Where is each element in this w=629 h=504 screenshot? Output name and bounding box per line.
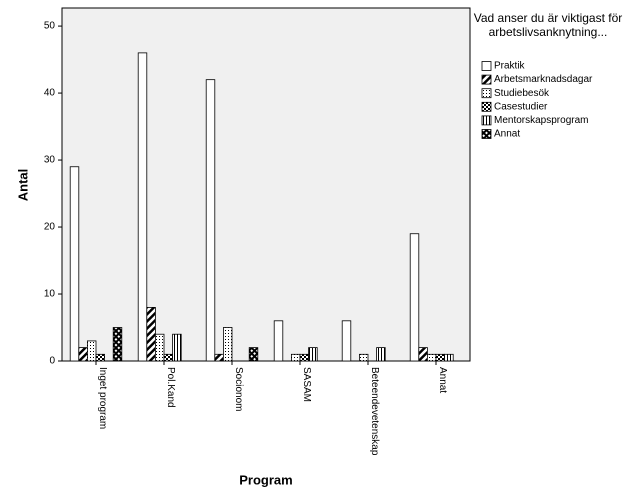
bar xyxy=(146,307,156,362)
y-axis-title: Antal xyxy=(15,169,30,202)
x-tick-label: Inget program xyxy=(97,367,108,429)
plot-area xyxy=(61,7,471,362)
bar xyxy=(248,347,259,362)
bar xyxy=(444,353,454,362)
bar xyxy=(87,340,97,362)
bar xyxy=(214,353,224,362)
legend-swatch xyxy=(481,129,492,139)
bar xyxy=(409,233,420,362)
legend-label: Praktik xyxy=(494,61,526,72)
legend-swatch xyxy=(481,61,492,71)
y-tick-label: 40 xyxy=(44,88,56,99)
bar xyxy=(341,320,352,362)
bar xyxy=(290,353,301,362)
bar xyxy=(435,353,446,362)
bar xyxy=(172,333,182,362)
legend-label: Casestudier xyxy=(494,101,548,112)
bar xyxy=(69,166,80,362)
x-tick-label: Beteendevetenskap xyxy=(369,367,380,456)
x-tick-label: Pol.Kand xyxy=(165,367,176,408)
legend-swatch xyxy=(481,88,492,99)
legend-label: Mentorskapsprogram xyxy=(494,115,588,126)
x-tick-label: SASAM xyxy=(301,367,312,402)
y-tick-label: 30 xyxy=(44,155,56,166)
y-tick-label: 0 xyxy=(49,356,55,367)
x-tick-label: Annat xyxy=(437,367,448,393)
x-axis-title: Program xyxy=(239,472,292,487)
bar xyxy=(205,79,216,362)
bar xyxy=(299,353,310,362)
bar xyxy=(137,52,148,362)
y-tick-label: 20 xyxy=(44,222,56,233)
bar xyxy=(154,333,165,362)
bar xyxy=(426,353,437,362)
legend-label: Annat xyxy=(494,129,520,140)
bar xyxy=(78,347,88,362)
legend-title: Vad anser du är viktigast för arbetslivs… xyxy=(473,11,623,39)
bar xyxy=(308,347,318,362)
legend-swatch xyxy=(481,101,492,112)
bar xyxy=(163,353,174,362)
x-tick-label: Socionom xyxy=(233,367,244,411)
legend-swatch xyxy=(481,74,492,85)
bar xyxy=(358,353,369,362)
bar xyxy=(418,347,428,362)
legend-swatch xyxy=(481,115,492,126)
bar xyxy=(95,353,106,362)
bar xyxy=(222,327,233,362)
legend-label: Arbetsmarknadsdagar xyxy=(494,74,593,85)
bar xyxy=(112,327,123,362)
bar xyxy=(273,320,284,362)
bar xyxy=(376,347,386,362)
y-tick-label: 50 xyxy=(44,21,56,32)
legend-label: Studiebesök xyxy=(494,88,550,99)
y-tick-label: 10 xyxy=(44,289,56,300)
